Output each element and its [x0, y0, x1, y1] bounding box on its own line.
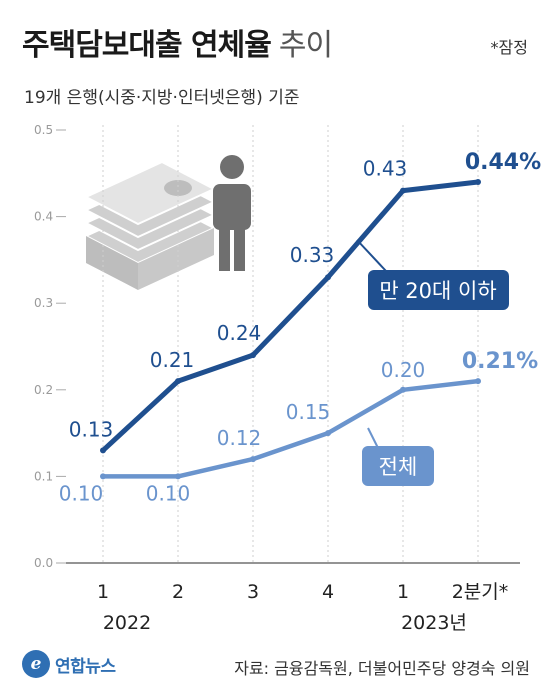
data-label: 0.44% — [465, 150, 541, 175]
data-label: 0.21 — [150, 348, 195, 372]
series-line-overall — [100, 378, 481, 479]
data-point — [475, 378, 481, 385]
x-tick-label: 2분기* — [452, 581, 509, 603]
data-point — [100, 473, 106, 480]
y-tick-label: 0.0 — [34, 556, 53, 570]
y-tick-label: 0.3 — [34, 296, 53, 310]
x-tick-label: 3 — [247, 581, 259, 603]
data-point — [250, 352, 256, 359]
callout-box-under-20s — [368, 270, 509, 310]
callout-pointer-overall — [367, 427, 379, 449]
callout-box-overall — [362, 446, 434, 486]
data-point — [400, 187, 406, 194]
callout-pointer-under-20s — [356, 239, 387, 272]
data-label: 0.43 — [363, 157, 408, 181]
data-label: 0.33 — [290, 243, 335, 267]
title-trend: 추이 — [278, 28, 333, 63]
data-label: 0.15 — [286, 400, 331, 424]
x-tick-label: 1 — [397, 581, 409, 603]
year-label-2022: 2022 — [103, 612, 151, 634]
data-label: 0.20 — [381, 358, 426, 382]
data-label: 0.10 — [146, 481, 191, 505]
x-tick-label: 4 — [322, 581, 334, 603]
person-body-icon — [213, 184, 251, 230]
data-label: 0.13 — [69, 417, 114, 441]
money-stack-front-icon — [138, 228, 214, 290]
data-point — [325, 430, 331, 437]
data-point — [250, 456, 256, 463]
preliminary-note: *잠정 — [490, 38, 528, 57]
data-label: 0.10 — [59, 481, 104, 505]
series-label-under-20s: 만 20대 이하 — [379, 279, 496, 303]
title-main: 주택담보대출 연체율 — [22, 28, 272, 63]
data-label: 0.21% — [462, 349, 538, 374]
y-tick-label: 0.2 — [34, 383, 53, 397]
data-point — [325, 274, 331, 281]
yonhap-logo: e 연합뉴스 — [22, 650, 116, 678]
y-tick-label: 0.1 — [34, 469, 53, 483]
logo-text: 연합뉴스 — [55, 656, 116, 677]
year-label-2023: 2023년 — [401, 612, 467, 634]
y-tick-label: 0.4 — [34, 210, 53, 224]
data-label: 0.24 — [217, 321, 262, 345]
person-left-leg-icon — [219, 225, 230, 271]
person-head-icon — [220, 155, 244, 179]
illustration — [83, 155, 251, 290]
data-point — [175, 473, 181, 480]
data-point — [175, 378, 181, 385]
x-tick-label: 2 — [172, 581, 184, 603]
footer: e 연합뉴스 자료: 금융감독원, 더불어민주당 양경숙 의원 — [0, 648, 550, 688]
data-point — [475, 178, 481, 185]
money-bill-emblem-icon — [164, 180, 192, 196]
series-label-overall: 전체 — [379, 455, 418, 479]
title: 주택담보대출 연체율 추이 — [22, 20, 333, 64]
series-line-under-20s — [100, 179, 481, 453]
logo-mark-icon: e — [22, 650, 50, 678]
source-note: 자료: 금융감독원, 더불어민주당 양경숙 의원 — [234, 659, 530, 678]
data-point — [400, 386, 406, 393]
money-stack-side-icon — [86, 236, 138, 290]
data-point — [100, 447, 106, 454]
x-tick-label: 1 — [97, 581, 109, 603]
subtitle: 19개 은행(시중·지방·인터넷은행) 기준 — [24, 88, 300, 108]
person-right-leg-icon — [234, 225, 245, 271]
y-tick-label: 0.5 — [34, 123, 53, 137]
data-label: 0.12 — [217, 426, 262, 450]
